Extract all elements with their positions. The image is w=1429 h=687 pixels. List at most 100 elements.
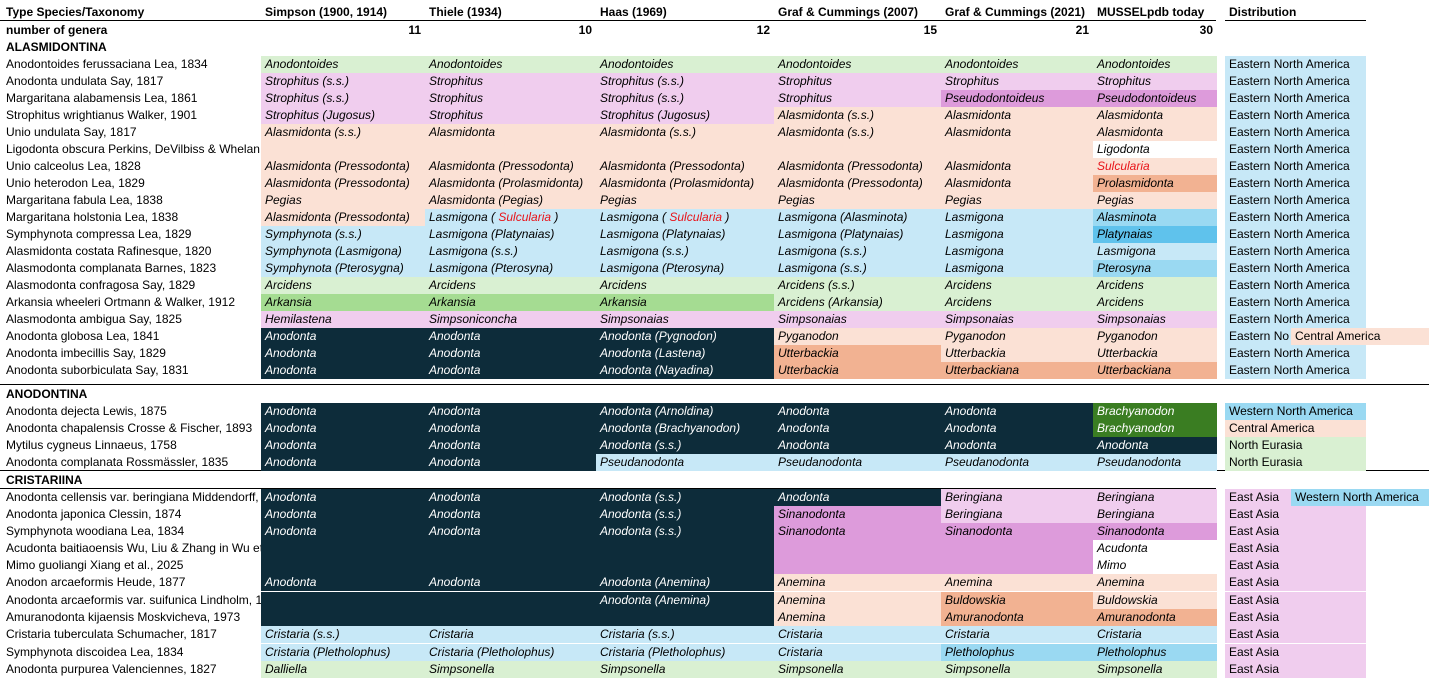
genus-cell-gc2021 [941,557,1093,574]
distribution-cell: Eastern North America [1225,277,1366,294]
genus-cell-simpson: Anodonta [261,523,425,540]
genus-cell-thiele: Anodonta [425,506,596,523]
distribution-cell: Eastern North America [1225,158,1366,175]
genus-text-part: ) [551,210,559,224]
genus-cell-gc2007: Simpsonella [774,661,941,678]
genus-cell-mussel: Pseudanodonta [1093,454,1217,471]
genus-cell-simpson: Cristaria (s.s.) [261,626,425,643]
genus-cell-gc2007: Lasmigona (Alasminota) [774,209,941,226]
header-type-species: Type Species/Taxonomy [6,5,145,19]
genus-cell-gc2021: Lasmigona [941,226,1093,243]
genus-cell-haas: Strophitus (s.s.) [596,90,774,107]
header-mussel: MUSSELpdb today [1097,5,1205,19]
genus-cell-gc2007: Alasmidonta (s.s.) [774,107,941,124]
genus-cell-thiele: Lasmigona (Platynaias) [425,226,596,243]
genus-cell-haas: Lasmigona (Pterosyna) [596,260,774,277]
distribution-cell: Central America [1291,328,1429,345]
genus-cell-thiele: Lasmigona (Pterosyna) [425,260,596,277]
distribution-cell: East Asia [1225,523,1366,540]
genus-cell-haas: Arkansia [596,294,774,311]
genus-cell-mussel: Anodonta [1093,437,1217,454]
genus-cell-mussel: Beringiana [1093,489,1217,506]
type-species-label: Alasmodonta complanata Barnes, 1823 [6,261,217,275]
genus-cell-mussel: Utterbackiana [1093,362,1217,379]
genus-cell-mussel: Beringiana [1093,506,1217,523]
genus-cell-gc2007: Pseudanodonta [774,454,941,471]
distribution-cell: Eastern North America [1225,107,1366,124]
genus-cell-gc2007: Cristaria [774,644,941,661]
genus-cell-haas: Alasmidonta (Pressodonta) [596,158,774,175]
genus-cell-thiele: Alasmidonta (Prolasmidonta) [425,175,596,192]
genus-cell-simpson: Alasmidonta (Pressodonta) [261,175,425,192]
genus-cell-gc2007: Alasmidonta (Pressodonta) [774,158,941,175]
type-species-label: Symphynota discoidea Lea, 1834 [6,645,184,659]
type-species-label: Margaritana fabula Lea, 1838 [6,193,163,207]
type-species-label: Acudonta baitiaoensis Wu, Liu & Zhang in… [6,541,313,555]
genus-cell-simpson: Hemilastena [261,311,425,328]
distribution-cell: North Eurasia [1225,437,1366,454]
genus-cell-haas [596,609,774,626]
section-rule-cristariina-bottom [0,488,1216,489]
type-species-label: Symphynota compressa Lea, 1829 [6,227,192,241]
genus-cell-thiele: Anodonta [425,454,596,471]
genus-cell-mussel: Pyganodon [1093,328,1217,345]
distribution-cell: East Asia [1225,661,1366,678]
genus-cell-thiele [425,540,596,557]
genus-cell-haas: Pseudanodonta [596,454,774,471]
genus-cell-gc2021: Beringiana [941,489,1093,506]
genus-cell-thiele: Strophitus [425,90,596,107]
distribution-cell: North Eurasia [1225,454,1366,471]
genus-cell-thiele: Alasmidonta (Pressodonta) [425,158,596,175]
genus-cell-simpson: Anodonta [261,420,425,437]
genus-cell-mussel: Alasmidonta [1093,107,1217,124]
genus-cell-gc2021 [941,540,1093,557]
genus-cell-mussel: Mimo [1093,557,1217,574]
type-species-label: Anodonta imbecillis Say, 1829 [6,346,166,360]
genus-cell-haas [596,141,774,158]
genus-cell-thiele: Cristaria [425,626,596,643]
genus-cell-gc2007 [774,540,941,557]
type-species-label: Unio heterodon Lea, 1829 [6,176,145,190]
distribution-cell: Eastern North America [1225,56,1366,73]
genus-cell-haas: Simpsonella [596,661,774,678]
genus-cell-mussel: Simpsonella [1093,661,1217,678]
genus-cell-thiele: Cristaria (Pletholophus) [425,644,596,661]
genus-cell-gc2021: Anodonta [941,420,1093,437]
genus-cell-gc2021: Pseudanodonta [941,454,1093,471]
genus-cell-haas: Strophitus (s.s.) [596,73,774,90]
genus-cell-gc2007: Alasmidonta (Pressodonta) [774,175,941,192]
genus-cell-gc2021: Pletholophus [941,644,1093,661]
genus-cell-haas: Strophitus (Jugosus) [596,107,774,124]
genus-cell-simpson: Anodonta [261,454,425,471]
type-species-label: Anodonta complanata Rossmässler, 1835 [6,455,229,469]
header-rule-distribution [1225,20,1366,21]
genus-cell-simpson: Pegias [261,192,425,209]
genus-cell-mussel: Buldowskia [1093,592,1217,609]
genus-cell-gc2021: Alasmidonta [941,175,1093,192]
distribution-cell: Eastern North America [1225,73,1366,90]
type-species-label: Cristaria tuberculata Schumacher, 1817 [6,627,217,641]
genus-cell-haas: Alasmidonta (s.s.) [596,124,774,141]
genus-cell-thiele: Anodonta [425,362,596,379]
genus-cell-gc2007: Alasmidonta (s.s.) [774,124,941,141]
genus-cell-gc2007: Anodonta [774,437,941,454]
genus-cell-thiele: Anodontoides [425,56,596,73]
genus-cell-gc2021: Lasmigona [941,260,1093,277]
genus-cell-simpson: Anodonta [261,345,425,362]
type-species-label: Anodonta undulata Say, 1817 [6,74,164,88]
header-gc2007: Graf & Cummings (2007) [778,5,919,19]
genus-cell-gc2007: Anodonta [774,420,941,437]
genus-cell-mussel: Amuranodonta [1093,609,1217,626]
type-species-label: Anodonta japonica Clessin, 1874 [6,507,182,521]
genus-cell-haas: Anodonta (s.s.) [596,437,774,454]
genera-count-simpson: 11 [408,23,421,37]
genus-cell-haas: Anodonta (Pygnodon) [596,328,774,345]
genus-cell-haas: Anodonta (Brachyanodon) [596,420,774,437]
genus-cell-simpson: Anodonta [261,328,425,345]
genus-cell-thiele: Arkansia [425,294,596,311]
genus-cell-thiele [425,557,596,574]
genus-cell-gc2021: Strophitus [941,73,1093,90]
genus-cell-gc2007: Arcidens (s.s.) [774,277,941,294]
genus-cell-simpson: Cristaria (Pletholophus) [261,644,425,661]
subtribe-heading: ANODONTINA [6,387,88,401]
